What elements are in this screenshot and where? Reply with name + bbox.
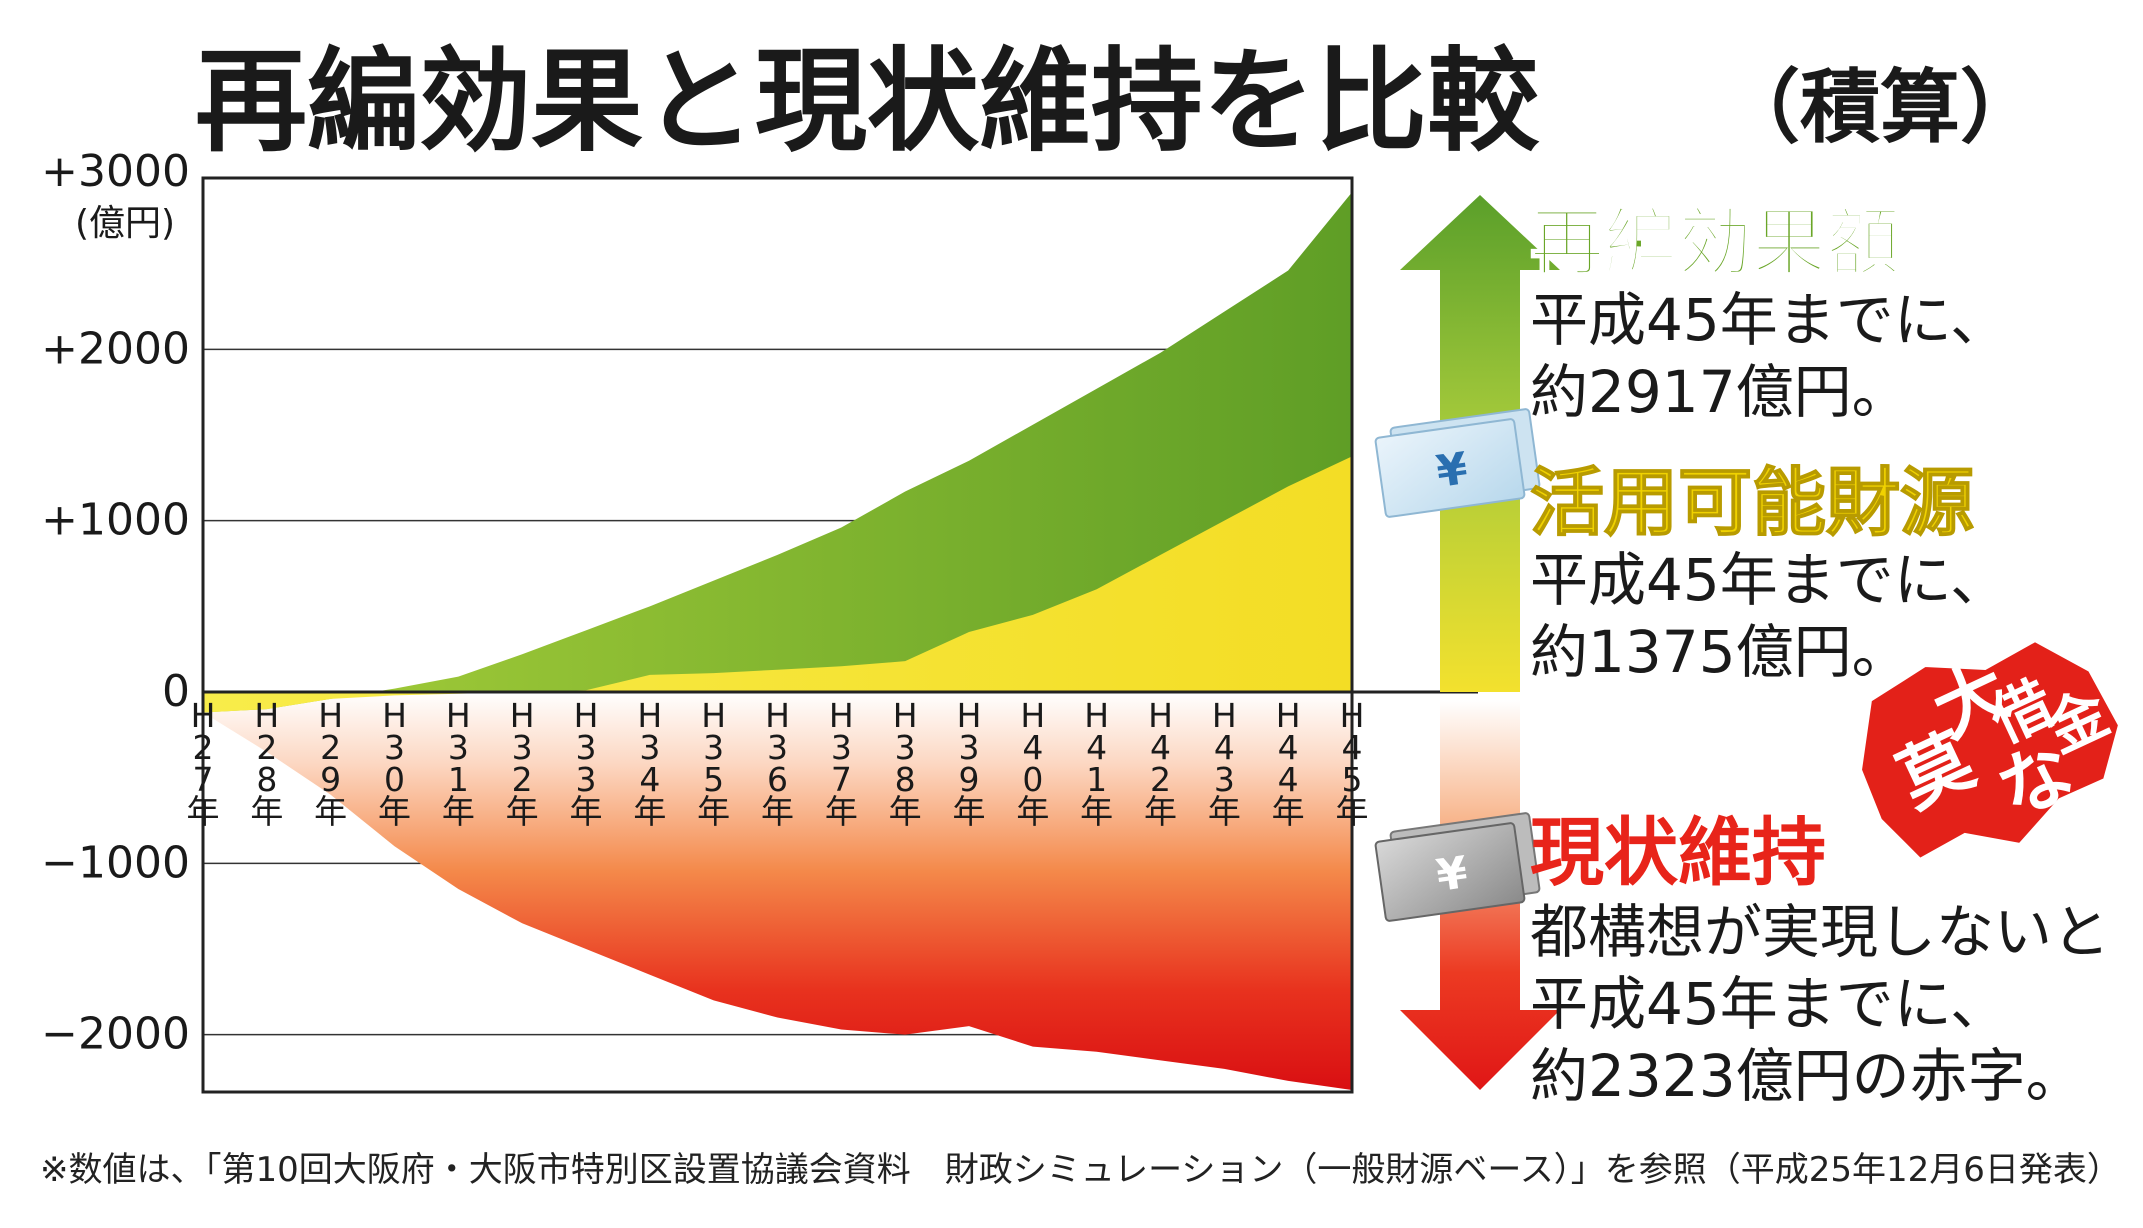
plot-area: H 2 7 年 H 2 8 年 H 2 9 年 H 3 0 年 H 3 1 年 H 3 2 年 H 3 3 年 H 3 4 年 H 3 5 年 H 3 6 年… <box>187 176 1478 1094</box>
source-note: ※数値は、「第10回大阪府・大阪市特別区設置協議会資料 財政シミュレーション（一… <box>40 1150 2121 1190</box>
yen-bill-icon-gray: ¥ <box>1374 812 1541 922</box>
y-tick-label: +1000 <box>41 495 190 546</box>
status-line-1: 都構想が実現しないと <box>1530 898 2110 966</box>
fund-line-2: 約1375億円。 <box>1530 618 1910 686</box>
series-area-available-funds <box>203 456 1352 713</box>
effect-line-1: 平成45年までに、 <box>1530 286 2008 354</box>
effect-line-2: 約2917億円。 <box>1530 358 1910 426</box>
y-tick-label: +2000 <box>41 323 190 374</box>
status-line-2: 平成45年までに、 <box>1530 970 2008 1038</box>
y-tick-label: −2000 <box>41 1009 190 1060</box>
yen-bill-icon-blue: ¥ <box>1374 408 1541 518</box>
svg-text:¥: ¥ <box>1433 847 1471 902</box>
effect-title: 再編効果額 <box>1530 200 1900 286</box>
series-area-status-quo <box>203 692 1352 1091</box>
plot-frame <box>201 176 1354 1094</box>
x-tick-labels: H 2 7 年 H 2 8 年 H 2 9 年 H 3 0 年 H 3 1 年 H 3 2 年 H 3 3 年 H 3 4 年 H 3 5 年 H 3 6 年… <box>187 696 1369 831</box>
fund-line-1: 平成45年までに、 <box>1530 546 2008 614</box>
chart-title-suffix: （積算） <box>1720 61 2040 154</box>
status-title: 現状維持 <box>1530 810 1826 896</box>
chart-title: 再編効果と現状維持を比較 <box>195 37 1540 167</box>
y-tick-label: 0 <box>162 666 190 717</box>
y-tick-label: +3000 <box>41 146 190 197</box>
series-area-reorganization-effect <box>203 192 1352 713</box>
huge-debt-badge: 莫 大 な 借 金 <box>1857 637 2123 863</box>
y-axis-unit: (億円) <box>75 203 175 244</box>
y-tick-labels: +3000 +2000 +1000 0 −1000 −2000 <box>41 146 190 1060</box>
svg-text:¥: ¥ <box>1433 443 1471 498</box>
status-line-3: 約2323億円の赤字。 <box>1530 1042 2084 1110</box>
y-tick-label: −1000 <box>41 837 190 888</box>
fund-title: 活用可能財源 <box>1530 460 1974 546</box>
